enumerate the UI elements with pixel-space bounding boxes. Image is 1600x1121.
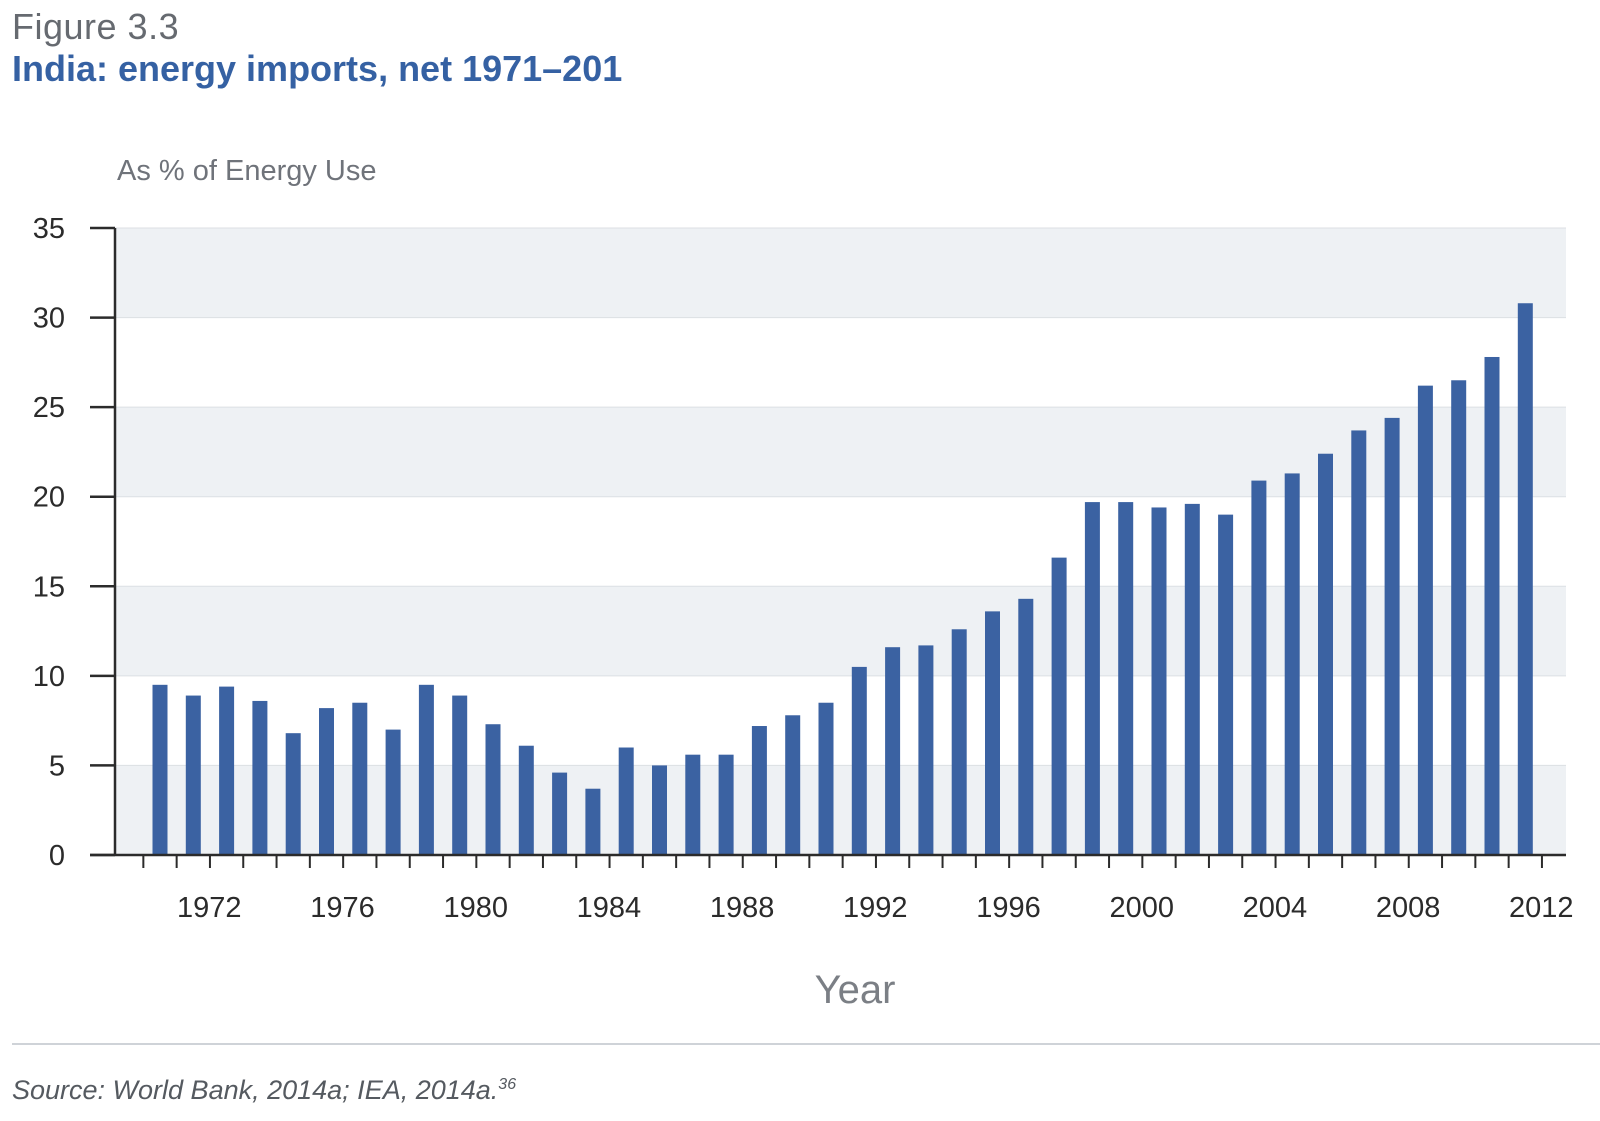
bar-2005 bbox=[1284, 473, 1300, 855]
bar-1973 bbox=[219, 686, 235, 855]
bar-1998 bbox=[1051, 557, 1067, 855]
bar-1982 bbox=[518, 745, 534, 855]
bar-1991 bbox=[818, 702, 834, 855]
y-tick-label: 10 bbox=[33, 661, 65, 693]
bar-1996 bbox=[985, 611, 1000, 855]
y-axis-label: As % of Energy Use bbox=[117, 155, 377, 187]
x-tick-label: 1996 bbox=[976, 892, 1041, 924]
bar-1992 bbox=[851, 666, 867, 855]
bar-1979 bbox=[418, 684, 434, 855]
bar-1997 bbox=[1018, 598, 1034, 855]
y-tick-label: 15 bbox=[33, 571, 65, 603]
chart-title: India: energy imports, net 1971–201 bbox=[12, 48, 623, 89]
bar-2011 bbox=[1484, 356, 1500, 855]
bar-1995 bbox=[951, 629, 967, 855]
x-tick-label: 1976 bbox=[310, 892, 375, 924]
axes bbox=[90, 228, 1566, 857]
x-tick-label: 2008 bbox=[1376, 892, 1441, 924]
y-tick-label: 30 bbox=[33, 303, 65, 335]
bar-2008 bbox=[1384, 417, 1400, 855]
bar-1993 bbox=[885, 647, 901, 855]
figure-label: Figure 3.3 bbox=[12, 6, 180, 47]
bar-2003 bbox=[1218, 514, 1234, 855]
bar-1999 bbox=[1084, 502, 1100, 855]
bar-2012 bbox=[1517, 303, 1533, 855]
y-tick-label: 0 bbox=[49, 840, 65, 872]
bar-1976 bbox=[319, 708, 334, 855]
x-tick-label: 1992 bbox=[843, 892, 908, 924]
x-tick-label: 2000 bbox=[1109, 892, 1174, 924]
bar-1980 bbox=[452, 695, 468, 855]
bar-1978 bbox=[385, 729, 401, 855]
x-tick-label: 2012 bbox=[1509, 892, 1574, 924]
x-tick-label: 1984 bbox=[577, 892, 642, 924]
bar-1981 bbox=[485, 724, 501, 855]
bar-2004 bbox=[1251, 480, 1267, 855]
divider bbox=[12, 1043, 1600, 1045]
x-tick-label: 1988 bbox=[710, 892, 775, 924]
bar-1987 bbox=[685, 754, 701, 855]
background-band bbox=[115, 586, 1566, 676]
bar-1988 bbox=[718, 754, 734, 855]
bar-1989 bbox=[751, 726, 767, 855]
bar-1972 bbox=[185, 695, 201, 855]
background-band bbox=[115, 228, 1566, 318]
bar-2010 bbox=[1451, 380, 1467, 855]
bar-2006 bbox=[1318, 453, 1333, 855]
bar-1990 bbox=[785, 715, 801, 855]
source-footnote: 36 bbox=[498, 1076, 517, 1093]
x-axis-title: Year bbox=[815, 968, 896, 1012]
x-tick-label: 1980 bbox=[443, 892, 508, 924]
bar-1994 bbox=[918, 645, 934, 855]
bar-2001 bbox=[1151, 507, 1167, 855]
bar-1971 bbox=[152, 684, 168, 855]
y-tick-label: 35 bbox=[33, 213, 65, 245]
bar-2000 bbox=[1118, 502, 1134, 855]
bar-1986 bbox=[652, 765, 667, 855]
bar-1977 bbox=[352, 702, 368, 855]
background-band bbox=[115, 407, 1566, 497]
bar-2007 bbox=[1351, 430, 1367, 855]
x-tick-label: 1972 bbox=[177, 892, 242, 924]
y-tick-label: 5 bbox=[49, 750, 65, 782]
bars bbox=[152, 303, 1533, 855]
bar-1983 bbox=[552, 772, 568, 855]
bar-1984 bbox=[585, 788, 601, 855]
bar-1974 bbox=[252, 700, 268, 855]
y-axis-ticks: 0 5 10 15 20 25 30 35 bbox=[33, 213, 115, 872]
bar-1985 bbox=[618, 747, 634, 855]
source-note: Source: World Bank, 2014a; IEA, 2014a.36 bbox=[12, 1075, 516, 1106]
x-axis-ticks: 1972 1976 1980 1984 1988 1992 1996 2000 2004 2008… bbox=[142, 855, 1574, 924]
bar-2002 bbox=[1184, 503, 1200, 855]
y-tick-label: 25 bbox=[33, 392, 65, 424]
bar-2009 bbox=[1417, 385, 1433, 855]
bar-1975 bbox=[285, 733, 301, 855]
source-text: Source: World Bank, 2014a; IEA, 2014a. bbox=[12, 1075, 499, 1105]
x-tick-label: 2004 bbox=[1243, 892, 1308, 924]
y-tick-label: 20 bbox=[33, 482, 65, 514]
